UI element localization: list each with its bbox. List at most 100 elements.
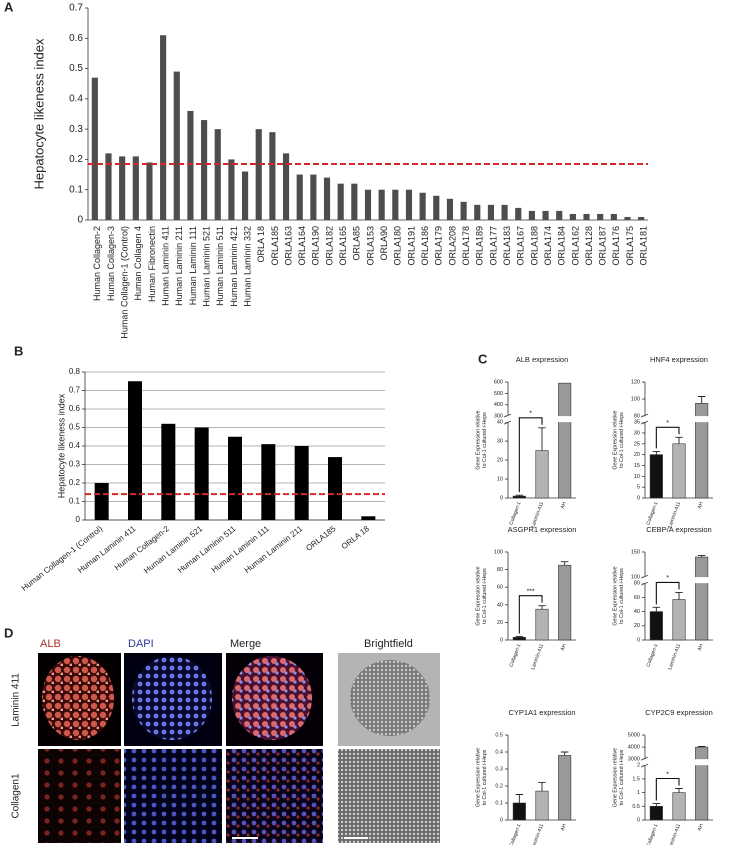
y-tick-label: 0.1 [69,184,83,195]
x-tick-label: Human Collagen 4 [133,226,143,301]
y-axis-label: to Col-1 cultured i-Heps [482,412,488,468]
y-tick-label: 0.6 [69,404,81,413]
panel-label: A [4,0,14,14]
bar [558,755,572,821]
y-tick-label: 10 [497,476,503,482]
x-tick-label: Human Laminin 111 [188,226,198,305]
bar [132,156,139,220]
bar [146,162,153,220]
x-tick-label: ORLA 18 [256,226,266,263]
bar [515,207,522,220]
micrograph [338,749,440,843]
y-tick-label: 10 [634,474,640,480]
bar [535,790,549,821]
y-tick-label: 0 [637,817,640,823]
chart-title: CYP2C9 expression [645,708,713,717]
y-tick-label: 4000 [628,745,640,751]
y-tick-label: 20 [634,452,640,458]
error-bar [652,803,661,807]
bar [558,564,572,641]
bar [569,213,576,220]
bar [558,382,572,499]
y-tick-label: 120 [631,379,640,385]
significance-label: * [666,575,669,582]
y-tick-label: 5 [637,485,640,491]
significance-bracket [655,777,680,801]
y-tick-label: 0 [76,515,81,524]
y-tick-label: 0 [637,495,640,501]
bar [94,483,109,520]
bar [487,204,494,220]
y-tick-label: 100 [631,397,640,403]
y-tick-label: 0.5 [632,804,640,810]
error-bar [675,788,683,793]
x-tick-label: ORLA184 [557,226,567,266]
x-tick-label: ORLA167 [516,226,526,266]
colony [42,656,114,740]
bar [294,446,309,520]
colony [132,656,212,740]
x-tick-label: Laminin-411 [667,823,682,845]
y-axis-label: Gene Expression relative [612,748,618,807]
y-axis-label: Gene Expression relative [475,566,481,625]
axis-break [504,416,576,423]
y-tick-label: 0.5 [495,732,503,738]
y-tick-label: 0.4 [495,749,503,755]
y-tick-label: 150 [631,549,640,555]
bar [161,423,176,520]
y-tick-label: 0 [77,215,83,226]
y-tick-label: 0.2 [69,478,81,487]
bar [242,171,249,220]
bar [173,71,180,220]
y-tick-label: 40 [634,609,640,615]
axis-break-mark [640,413,649,425]
bar [91,77,98,221]
error-bar [652,450,661,455]
y-tick-label: 80 [497,567,503,573]
x-tick-label: ORLA175 [625,226,635,266]
y-tick-label: 60 [497,585,503,591]
column-header: DAPI [128,638,154,650]
bar [194,427,209,520]
significance-bracket [518,595,543,634]
x-tick-label: ORLA185 [304,524,338,553]
bar [261,444,276,520]
axis-break [641,759,713,766]
bar [512,495,526,499]
y-tick-label: 0 [500,637,503,643]
y-tick-label: 15 [634,463,640,469]
bar [649,805,663,821]
y-tick-label: 80 [634,414,640,420]
x-tick-label: ORLA163 [283,226,293,266]
y-tick-label: 0.5 [69,63,83,74]
significance-label: * [666,420,669,427]
x-tick-label: Human Collagen-1 (Control) [120,226,130,339]
error-bar [652,606,661,612]
x-tick-label: AH [560,643,568,652]
y-tick-label: 100 [631,575,640,581]
y-tick-label: 0.8 [69,367,81,376]
bar [583,213,590,220]
y-axis-label: to Col-1 cultured i-Heps [619,412,625,468]
x-tick-label: ORLA164 [297,226,307,266]
significance-bracket [518,417,543,493]
x-tick-label: AH [560,501,568,510]
bar [556,210,563,220]
significance-bracket [655,426,680,449]
bar [528,210,535,220]
y-tick-label: 30 [497,439,503,445]
error-bar [675,436,683,444]
y-tick-label: 25 [634,441,640,447]
colony [232,656,312,740]
x-tick-label: ORLA182 [324,226,334,266]
x-tick-label: ORLA128 [584,226,594,266]
y-tick-label: 0.4 [69,93,83,104]
x-tick-label: ORLA183 [502,226,512,266]
x-tick-label: ORLA179 [434,226,444,266]
x-tick-label: ORLA208 [447,226,457,266]
y-tick-label: 60 [634,595,640,601]
x-tick-label: ORLA189 [475,226,485,266]
x-tick-label: Human Laminin 521 [142,524,204,576]
x-tick-label: Human Laminin 411 [160,226,170,306]
x-tick-label: Human Laminin 511 [215,226,225,306]
